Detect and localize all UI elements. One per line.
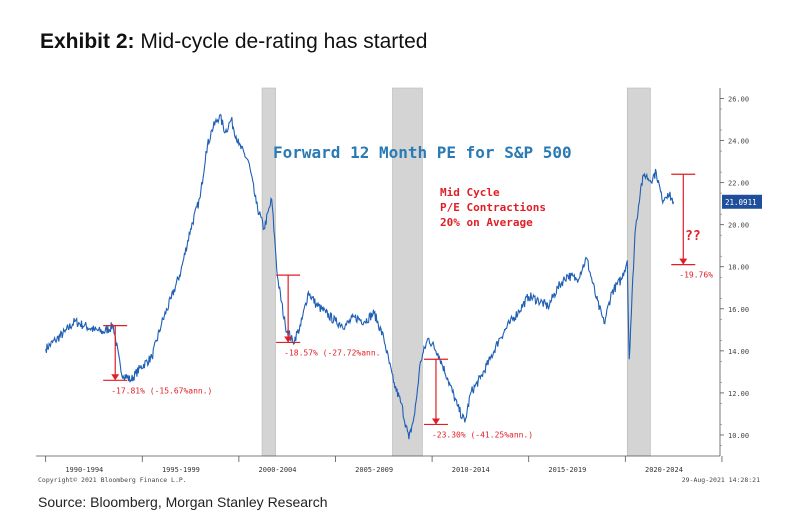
copyright-text: Copyright© 2021 Bloomberg Finance L.P.: [38, 476, 187, 484]
annotation-line: P/E Contractions: [440, 201, 546, 214]
question-marks: ??: [685, 229, 701, 244]
y-tick-label: 24.00: [728, 138, 749, 146]
y-tick-label: 22.00: [728, 180, 749, 188]
exhibit-number: Exhibit 2:: [40, 30, 135, 53]
y-tick-label: 18.00: [728, 264, 749, 272]
y-tick-label: 26.00: [728, 96, 749, 104]
pe-series-line: [45, 113, 675, 440]
current-value-tag: [722, 194, 762, 209]
y-tick-label: 16.00: [728, 306, 749, 314]
x-tick-label: 2000-2004: [259, 466, 297, 474]
pe-chart-svg: 26.00 24.00 22.00 20.00 18.00 16.00 14.00 12.00…: [36, 87, 762, 484]
y-tick-label: 20.00: [728, 222, 749, 230]
drawdown-label-3: -19.76%: [679, 271, 713, 280]
annotation-line: Mid Cycle: [440, 186, 500, 199]
drawdown-arrow-2: [431, 418, 440, 425]
drawdown-arrow-3: [679, 258, 688, 265]
drawdown-label-2: -23.30% (-41.25%ann.): [432, 430, 533, 439]
y-tick-label: 12.00: [728, 390, 749, 398]
current-value-label: 21.0911: [725, 198, 757, 207]
drawdown-label-1: -18.57% (-27.72%ann.: [284, 348, 380, 357]
x-tick-label: 2020-2024: [645, 466, 683, 474]
y-tick-label: 14.00: [728, 348, 749, 356]
annotation-line: 20% on Average: [440, 216, 533, 229]
x-tick-label: 2010-2014: [452, 466, 490, 474]
chart-title: Forward 12 Month PE for S&P 500: [273, 143, 572, 162]
x-tick-label: 1990-1994: [65, 466, 103, 474]
recession-band-2: [626, 87, 651, 457]
drawdown-arrow-0: [111, 374, 120, 381]
source-note: Source: Bloomberg, Morgan Stanley Resear…: [38, 494, 328, 510]
timestamp-text: 29-Aug-2021 14:28:21: [682, 476, 760, 484]
x-tick-label: 2005-2009: [355, 466, 393, 474]
x-tick-label: 1995-1999: [162, 466, 200, 474]
y-tick-label: 10.00: [728, 432, 749, 440]
exhibit-title-text: Mid-cycle de-rating has started: [140, 30, 428, 53]
x-tick-label: 2015-2019: [548, 466, 586, 474]
pe-chart: 26.00 24.00 22.00 20.00 18.00 16.00 14.00 12.00…: [30, 78, 780, 488]
exhibit-title: Exhibit 2: Mid-cycle de-rating has start…: [40, 30, 427, 54]
drawdown-label-0: -17.81% (-15.67%ann.): [111, 386, 212, 395]
drawdown-arrow-1: [284, 336, 293, 343]
